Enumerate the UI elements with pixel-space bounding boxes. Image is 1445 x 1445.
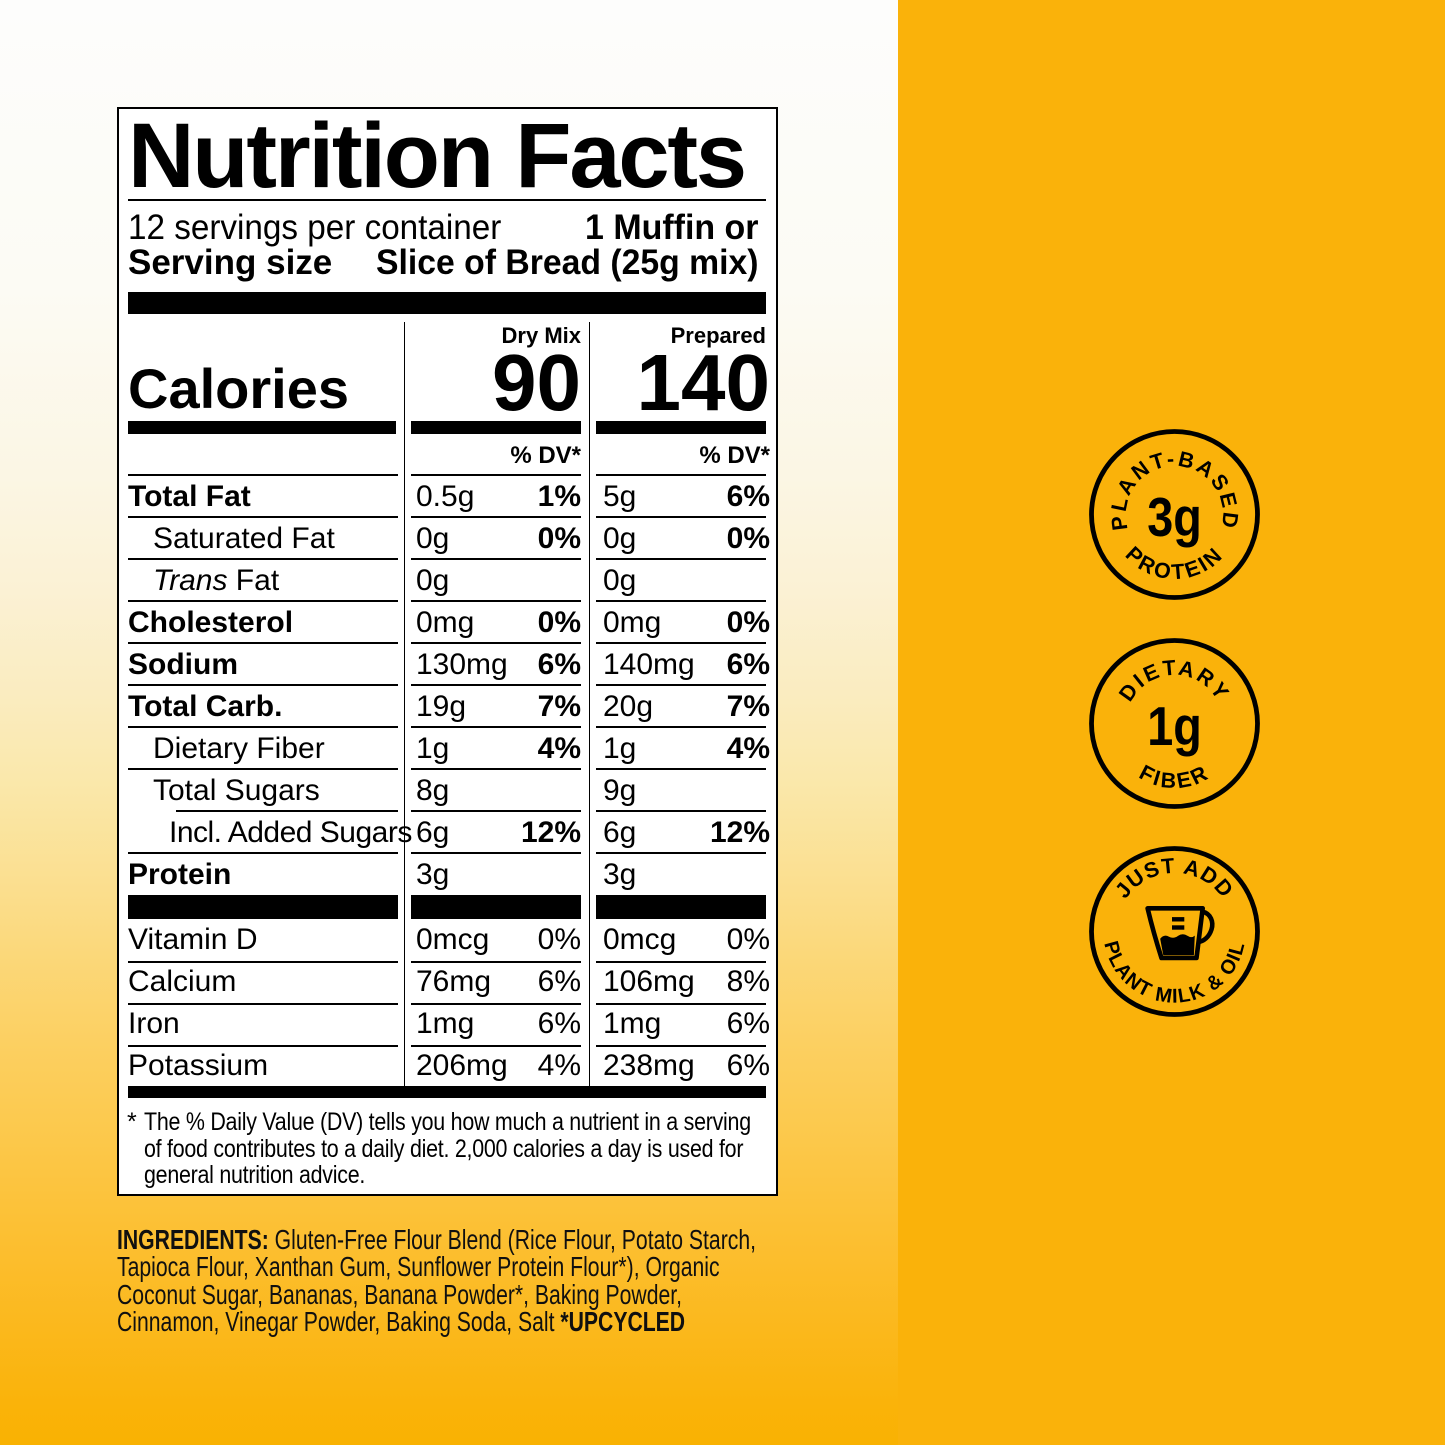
svg-text:FIBER: FIBER <box>1135 760 1213 793</box>
svg-text:PROTEIN: PROTEIN <box>1121 541 1228 584</box>
svg-text:3g: 3g <box>1147 486 1202 547</box>
svg-text:1g: 1g <box>1147 695 1202 756</box>
